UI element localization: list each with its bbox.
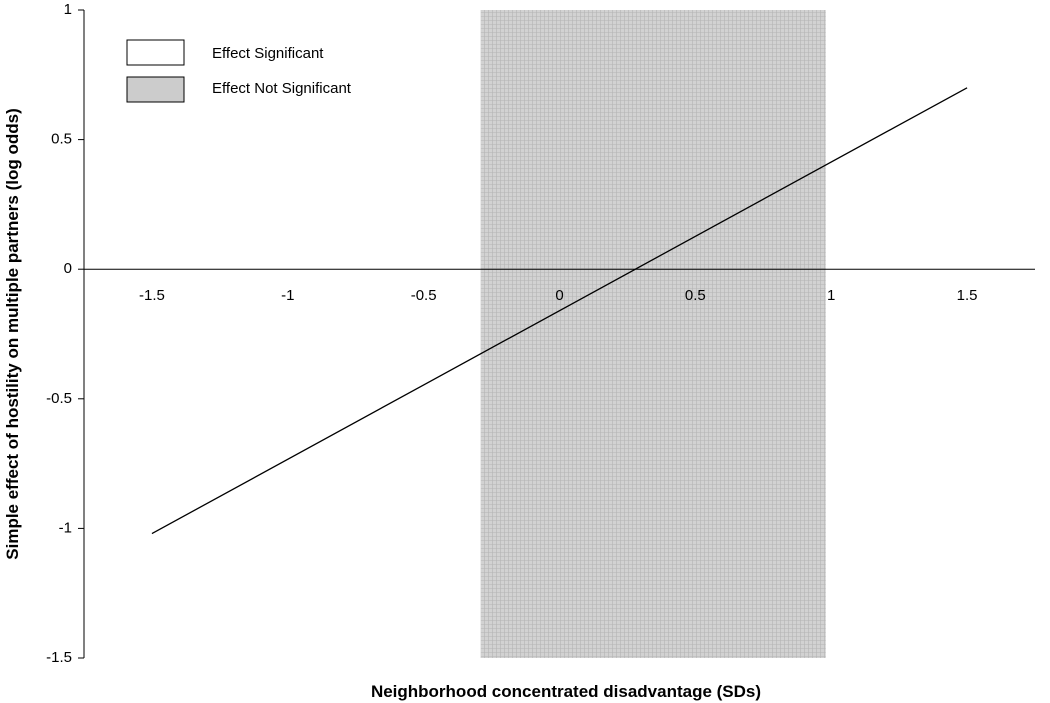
y-tick-label: 1 bbox=[64, 1, 72, 18]
axes bbox=[78, 9, 1035, 659]
not-significant-region bbox=[480, 10, 826, 658]
x-tick-label: 1 bbox=[827, 287, 835, 304]
not-significant-region-layer bbox=[480, 10, 826, 658]
x-tick-label: -1 bbox=[281, 287, 294, 304]
x-axis-title: Neighborhood concentrated disadvantage (… bbox=[371, 682, 761, 701]
x-tick-label: 0.5 bbox=[685, 287, 706, 304]
legend: Effect Significant Effect Not Significan… bbox=[126, 39, 352, 103]
y-axis-title: Simple effect of hostility on multiple p… bbox=[3, 108, 22, 559]
x-tick-label: 1.5 bbox=[957, 287, 978, 304]
y-tick-label: 0 bbox=[64, 260, 72, 277]
legend-label-not-significant: Effect Not Significant bbox=[212, 80, 352, 97]
y-tick-label: 0.5 bbox=[51, 131, 72, 148]
tick-labels: 1 0.5 0 -0.5 -1 -1.5 -1.5 -1 -0.5 0 0.5 1 1.5 bbox=[46, 1, 977, 666]
legend-swatch-significant bbox=[126, 39, 185, 66]
x-tick-label: 0 bbox=[555, 287, 563, 304]
x-tick-label: -1.5 bbox=[139, 287, 165, 304]
legend-label-significant: Effect Significant bbox=[212, 45, 324, 62]
y-tick-label: -1 bbox=[59, 519, 72, 536]
y-tick-label: -0.5 bbox=[46, 390, 72, 407]
x-tick-label: -0.5 bbox=[411, 287, 437, 304]
y-tick-label: -1.5 bbox=[46, 649, 72, 666]
series-line bbox=[151, 87, 968, 535]
legend-swatch-not-significant bbox=[126, 76, 185, 103]
series-layer bbox=[151, 87, 968, 535]
